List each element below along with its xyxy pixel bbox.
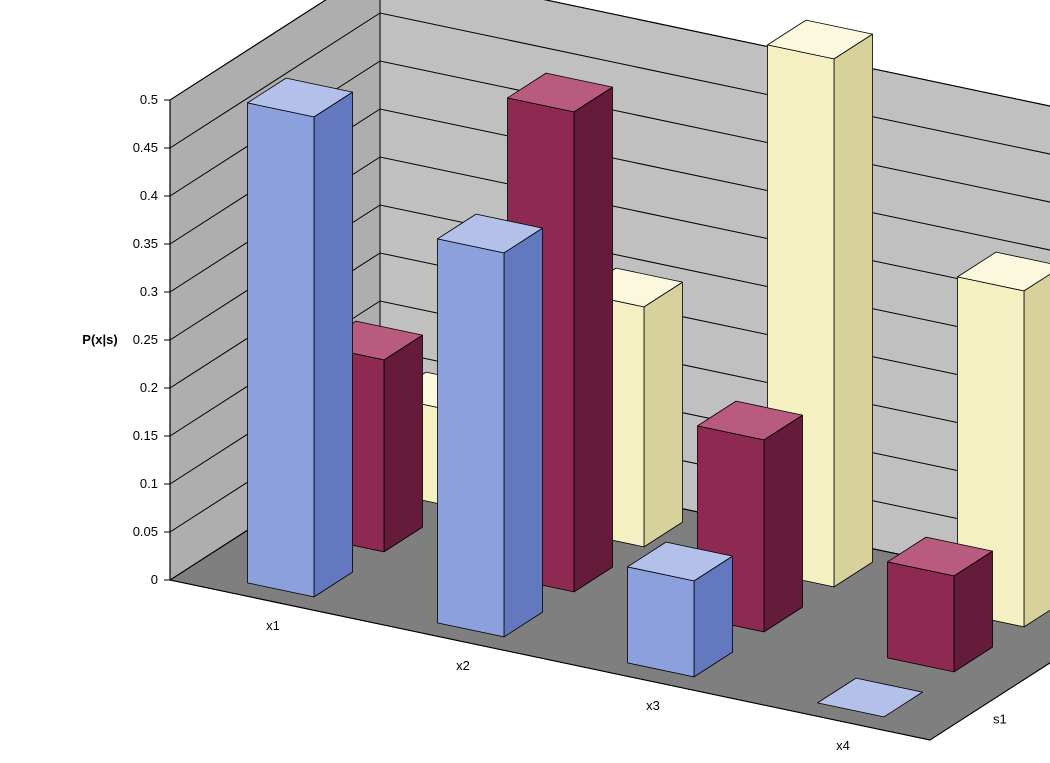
bar-s3-x2-side [644,282,683,547]
x-category-label: x2 [456,658,470,673]
z-tick-label: 0.3 [140,284,158,299]
z-axis-title: P(x|s) [82,332,117,347]
z-tick-label: 0.45 [133,140,158,155]
bar-s1-x2-front [438,239,505,637]
x-category-label: x1 [266,618,280,633]
x-category-label: x3 [646,698,660,713]
bar-s1-x1-side [314,92,353,597]
z-tick-label: 0.2 [140,380,158,395]
z-tick-label: 0.25 [133,332,158,347]
bar-s2-x3-side [764,415,803,632]
z-tick-label: 0.5 [140,92,158,107]
z-tick-label: 0 [151,572,158,587]
bar3d-chart: 0 0.05 0.1 0.15 0.2 0.25 0.3 0.35 0.4 0.45 0.5 P(x|… [0,0,1050,763]
bar-s2-x2-side [574,87,613,592]
y-series-label: s1 [993,712,1007,727]
bar-s2-x1-side [384,335,423,552]
bar-s3-x3-side [834,34,873,587]
bar-s1-x3-front [628,567,695,677]
z-tick-label: 0.05 [133,524,158,539]
bar-s1-x2-side [504,228,543,637]
z-tick-label: 0.4 [140,188,158,203]
bar-s3-x4-side [1024,266,1050,627]
bar-s1-x1-front [248,103,315,597]
z-tick-label: 0.15 [133,428,158,443]
x-category-label: x4 [836,738,850,753]
z-tick-label: 0.1 [140,476,158,491]
z-tick-label: 0.35 [133,236,158,251]
bar-s2-x4-front [888,562,955,672]
